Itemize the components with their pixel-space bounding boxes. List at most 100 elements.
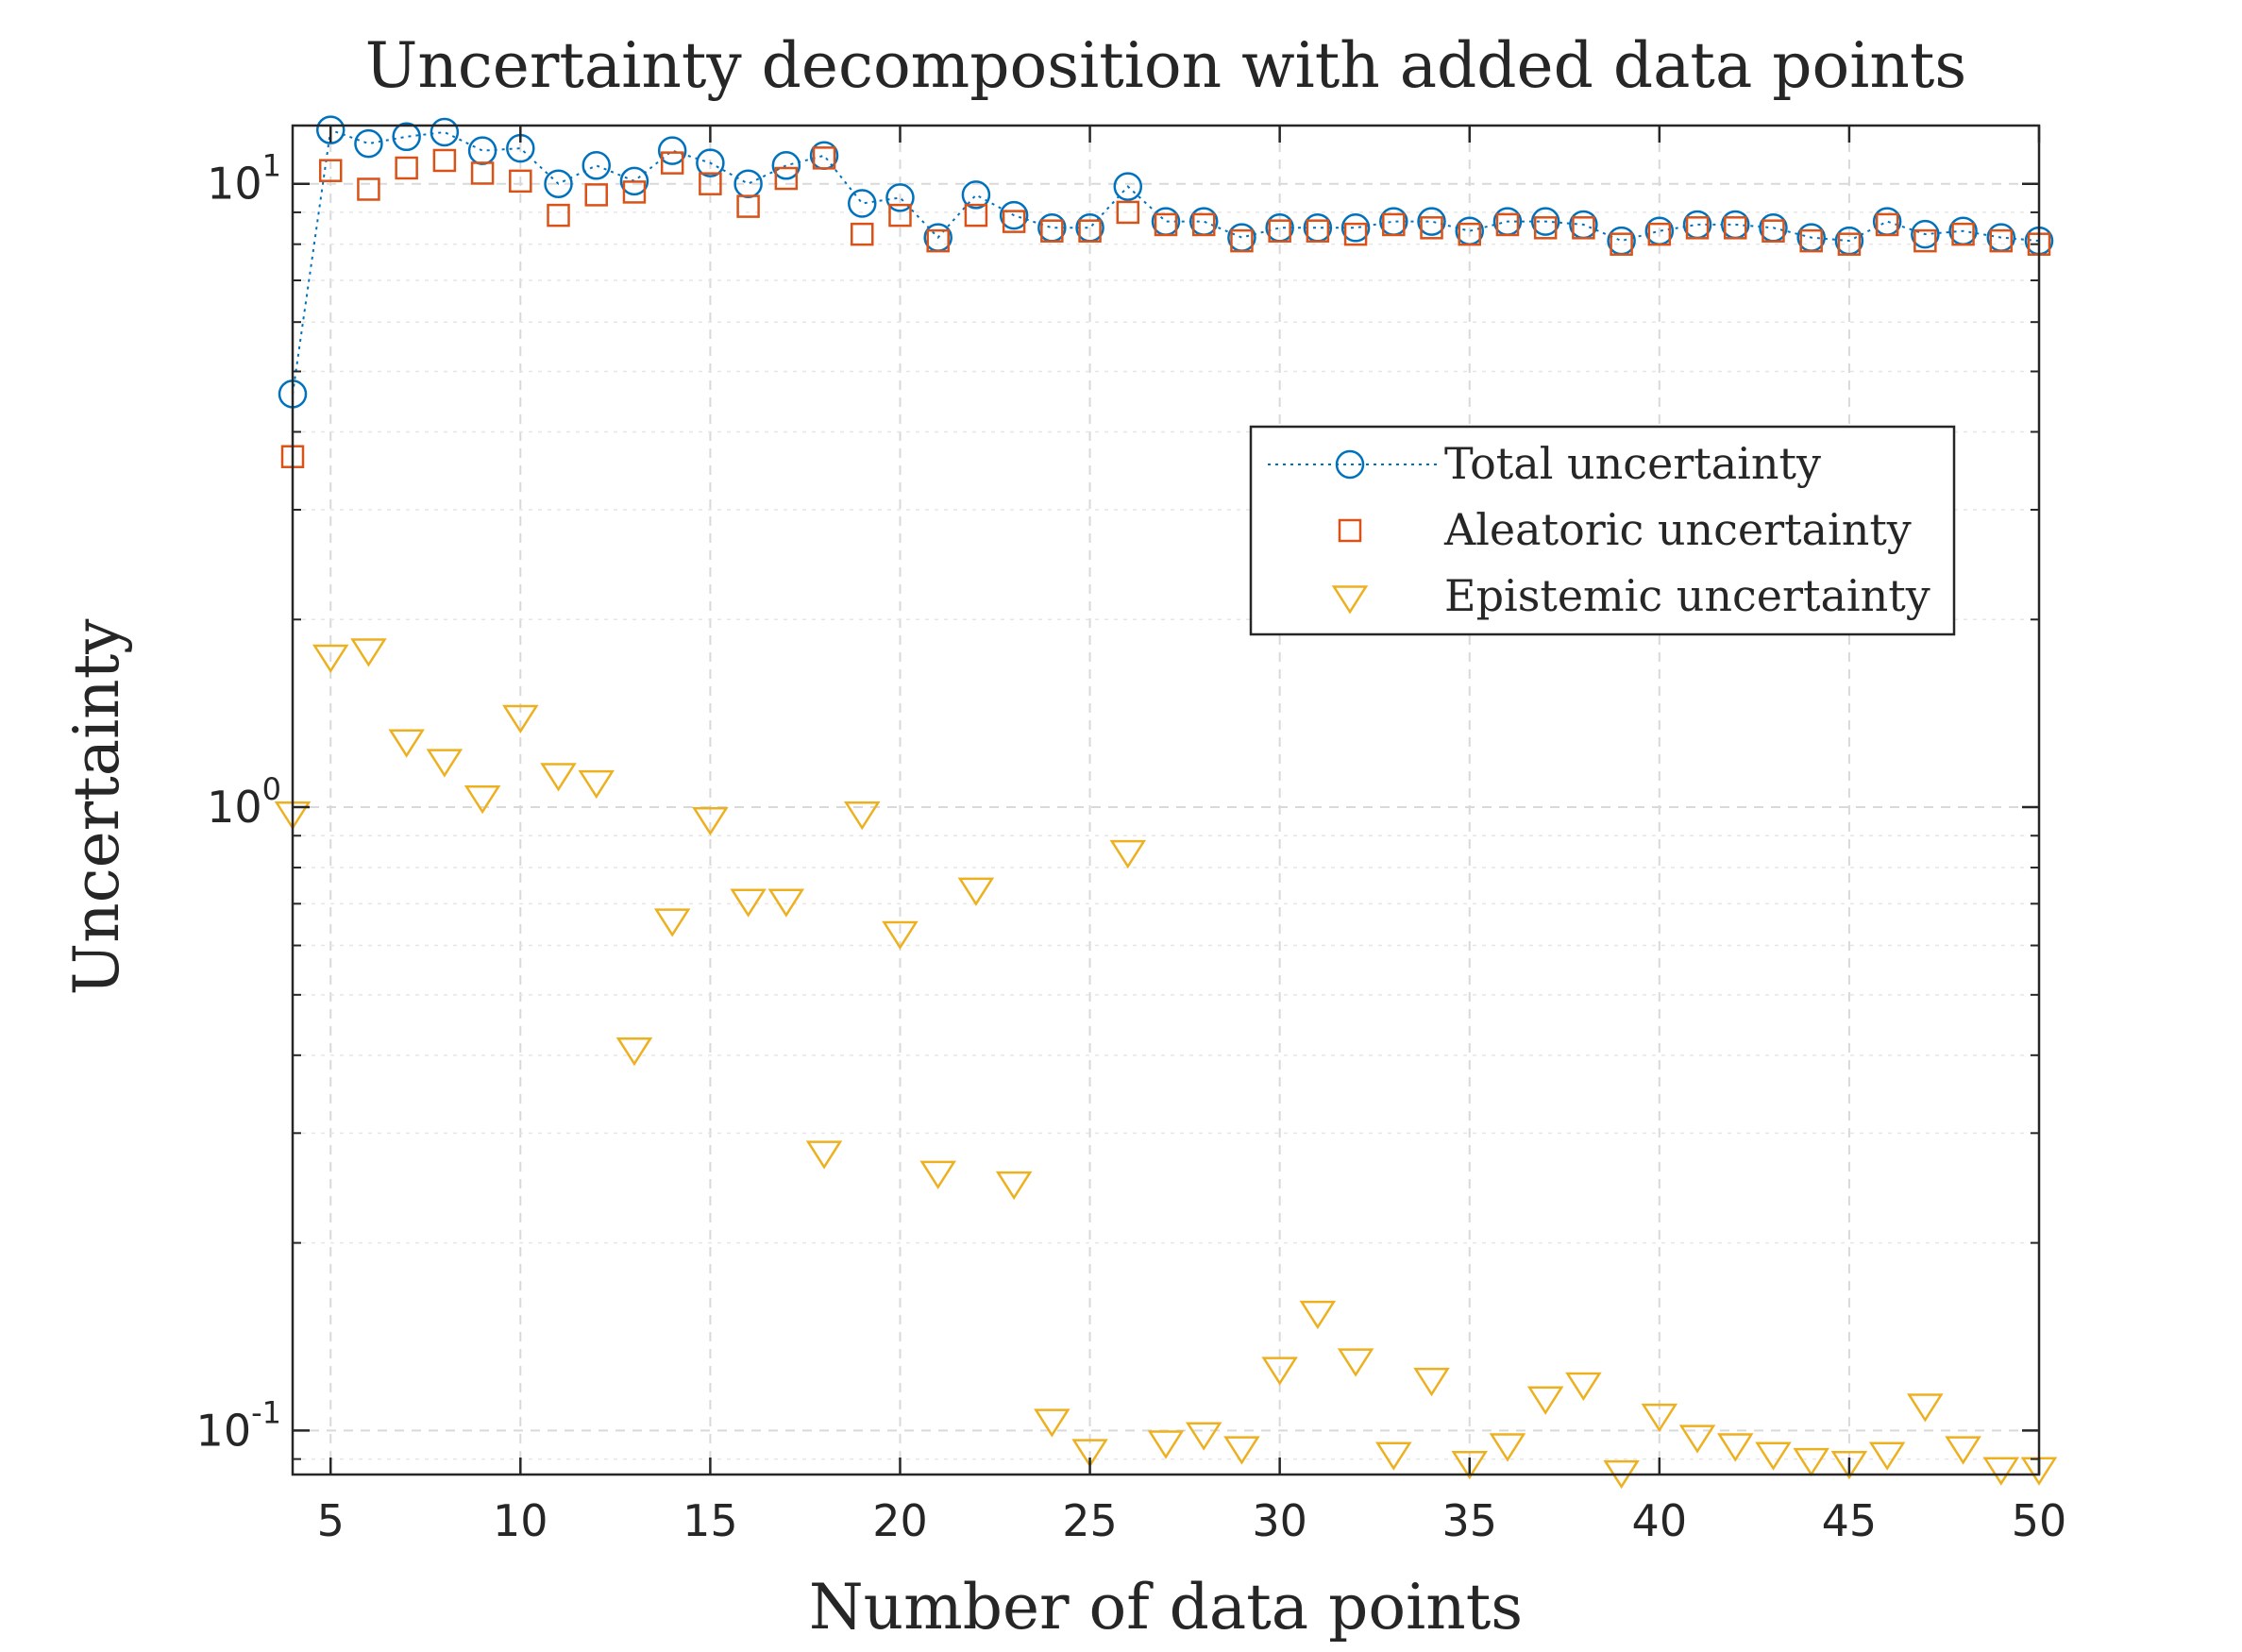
data-point — [1875, 212, 1899, 237]
data-point — [350, 638, 387, 667]
data-point — [540, 763, 577, 792]
data-point — [771, 151, 801, 180]
data-point — [1868, 1441, 1906, 1471]
data-point — [1526, 1386, 1564, 1415]
data-point — [805, 1140, 843, 1170]
data-point — [964, 203, 988, 228]
x-tick-label: 45 — [1822, 1495, 1878, 1546]
data-point — [426, 749, 464, 778]
data-point — [1413, 1367, 1450, 1397]
y-tick-label: 10-1 — [196, 1394, 281, 1456]
data-point — [848, 189, 877, 218]
legend-label: Total uncertainty — [1444, 438, 1821, 489]
data-point — [470, 161, 495, 185]
data-point — [502, 704, 539, 734]
data-point — [699, 172, 722, 195]
plot-series — [274, 115, 2058, 1490]
data-point — [1185, 1422, 1222, 1451]
data-point — [1034, 1408, 1070, 1438]
data-point — [1420, 216, 1443, 240]
data-point — [1610, 232, 1633, 256]
data-point — [1799, 228, 1823, 253]
series-triangle-down — [274, 638, 2058, 1490]
legend-marker — [1335, 449, 1365, 480]
data-point — [843, 801, 881, 831]
data-point — [1113, 172, 1143, 201]
legend-marker — [1338, 518, 1362, 543]
data-point — [1116, 200, 1140, 225]
data-point — [1306, 219, 1330, 243]
data-point — [961, 180, 991, 210]
data-point — [1147, 1430, 1185, 1459]
data-point — [1793, 1447, 1829, 1477]
data-point — [312, 644, 349, 674]
data-point — [547, 203, 570, 228]
data-point — [1337, 1348, 1374, 1377]
data-point — [919, 1160, 956, 1189]
y-axis-label: Uncertainty — [60, 618, 133, 996]
data-point — [1261, 1357, 1298, 1386]
y-tick-label: 100 — [207, 771, 281, 833]
data-point — [774, 166, 799, 191]
data-point — [999, 200, 1029, 230]
data-point — [388, 729, 425, 758]
y-tick-label: 101 — [207, 148, 281, 210]
data-point — [1154, 212, 1178, 237]
data-point — [957, 877, 995, 906]
data-point — [926, 228, 950, 253]
x-tick-label: 20 — [872, 1495, 928, 1546]
data-point — [619, 166, 649, 196]
data-point — [660, 151, 684, 175]
data-point — [1230, 228, 1254, 253]
data-point — [1913, 228, 1937, 253]
data-point — [357, 177, 380, 201]
data-point — [315, 115, 346, 144]
data-point — [885, 183, 915, 212]
legend-label: Epistemic uncertainty — [1444, 570, 1930, 621]
data-point — [544, 169, 573, 198]
data-point — [730, 888, 767, 918]
data-point — [1951, 222, 1975, 246]
data-point — [1982, 1457, 2020, 1486]
data-point — [1489, 1433, 1526, 1462]
legend-marker — [1331, 585, 1369, 615]
data-point — [1641, 1403, 1678, 1433]
legend-box — [1249, 425, 1956, 636]
data-point — [1078, 219, 1102, 243]
legend-item: Aleatoric uncertainty — [1338, 504, 1912, 555]
x-tick-label: 35 — [1441, 1495, 1497, 1546]
data-point — [1382, 212, 1406, 237]
data-point — [430, 117, 460, 147]
x-tick-label: 10 — [493, 1495, 548, 1546]
data-point — [432, 148, 457, 173]
data-point — [1755, 1441, 1792, 1471]
series-square — [280, 146, 2051, 468]
data-point — [1495, 212, 1520, 237]
data-point — [578, 769, 615, 800]
data-point — [767, 888, 805, 918]
data-point — [657, 136, 687, 165]
x-tick-label: 5 — [317, 1495, 345, 1546]
data-point — [582, 151, 611, 180]
data-point — [736, 194, 760, 218]
data-point — [1458, 222, 1481, 246]
data-point — [1299, 1300, 1337, 1330]
data-point — [395, 156, 418, 180]
data-point — [1533, 216, 1558, 240]
data-point — [1678, 1424, 1716, 1454]
data-point — [1071, 1439, 1108, 1468]
data-point — [1989, 228, 2014, 253]
legend-item: Epistemic uncertainty — [1331, 570, 1930, 621]
data-point — [1451, 1451, 1489, 1480]
data-point — [1716, 1433, 1754, 1462]
data-point — [1417, 207, 1446, 236]
data-point — [1530, 207, 1560, 236]
data-point — [392, 122, 421, 152]
data-point — [1340, 213, 1371, 243]
data-point — [1762, 219, 1785, 243]
plot-frame — [291, 124, 2041, 1476]
data-point — [1565, 1372, 1602, 1401]
data-point — [1109, 839, 1147, 869]
